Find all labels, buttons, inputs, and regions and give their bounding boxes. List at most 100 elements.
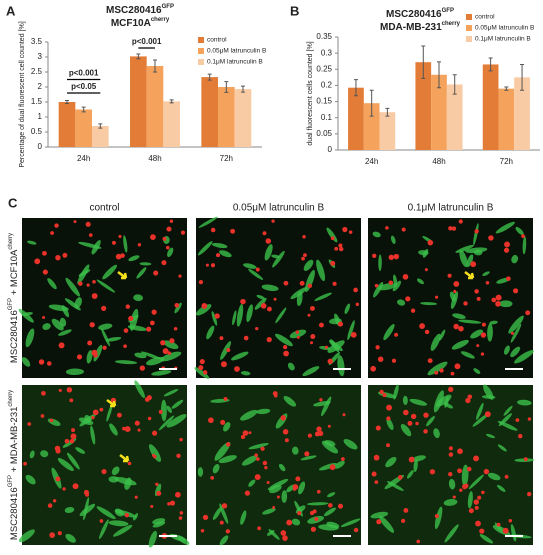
red-cell: [483, 468, 490, 475]
red-cell: [173, 327, 178, 331]
red-cell: [146, 395, 152, 401]
red-cell: [92, 280, 96, 284]
y-tick-label: 3.5: [31, 37, 43, 46]
red-cell: [220, 361, 227, 368]
green-cell: [433, 428, 440, 439]
legend-label: 0.1μM latrunculin B: [207, 59, 263, 66]
bar: [234, 89, 252, 147]
green-cell: [400, 424, 412, 437]
green-cell: [482, 271, 490, 277]
red-cell: [199, 358, 205, 365]
annotation: p<0.001: [69, 69, 99, 78]
green-cell: [476, 402, 484, 420]
red-cell: [371, 471, 377, 477]
red-cell: [151, 453, 156, 457]
red-cell: [223, 396, 228, 401]
green-cell: [343, 439, 358, 450]
green-cell: [197, 241, 213, 256]
y-axis-label: dual fluorescent cells counted [%]: [307, 41, 314, 145]
red-cell: [54, 223, 59, 228]
title-text: MSC280416: [106, 5, 162, 16]
green-cell: [459, 250, 468, 268]
bar: [431, 74, 447, 150]
green-cell: [452, 313, 466, 319]
red-cell: [262, 460, 268, 466]
red-cell: [58, 342, 65, 349]
red-cell: [299, 280, 305, 286]
red-cell: [230, 228, 236, 234]
red-cell: [485, 281, 490, 285]
red-cell: [462, 483, 468, 490]
scale-bar: [159, 368, 177, 370]
green-cell: [283, 396, 297, 407]
y-tick-label: 1: [38, 112, 43, 121]
green-cell: [378, 283, 397, 291]
red-cell: [149, 320, 155, 326]
red-cell: [280, 415, 286, 421]
annotation: p<0.05: [71, 82, 97, 91]
red-cell: [122, 426, 126, 431]
green-cell: [206, 325, 215, 340]
red-cell: [332, 281, 337, 286]
green-cell: [218, 455, 237, 464]
green-cell: [327, 492, 336, 498]
green-cell: [303, 259, 314, 271]
red-cell: [198, 365, 204, 371]
error-bar: [421, 45, 426, 79]
red-cell: [137, 243, 142, 247]
red-cell: [179, 511, 184, 515]
red-cell: [125, 304, 131, 309]
green-cell: [387, 481, 404, 491]
green-cell: [128, 255, 140, 262]
green-cell: [468, 474, 484, 490]
red-cell: [448, 446, 453, 451]
green-cell: [133, 294, 143, 302]
legend-swatch: [466, 25, 472, 31]
green-cell: [466, 254, 474, 268]
green-cell: [114, 508, 124, 517]
green-cell: [254, 297, 267, 310]
red-cell: [88, 233, 93, 237]
green-cell: [25, 474, 36, 485]
green-cell: [248, 443, 269, 450]
red-cell: [266, 480, 270, 485]
green-cell: [334, 460, 345, 469]
red-cell: [92, 409, 99, 416]
red-cell: [34, 258, 41, 265]
error-bar: [81, 106, 86, 113]
panel-label: A: [6, 3, 16, 18]
green-cell: [386, 418, 394, 431]
red-cell: [408, 456, 415, 463]
green-cell: [86, 350, 93, 364]
red-cell: [386, 443, 390, 448]
red-cell: [327, 358, 333, 364]
error-bar: [169, 99, 174, 104]
red-cell: [169, 500, 176, 506]
red-cell: [375, 345, 380, 350]
green-cell: [444, 396, 449, 408]
column-header: control: [89, 203, 119, 214]
bar: [514, 77, 530, 150]
green-cell: [99, 519, 109, 539]
error-bar: [504, 86, 509, 91]
red-cell: [295, 330, 300, 334]
red-cell: [314, 431, 320, 437]
y-tick-label: 0.2: [321, 81, 333, 90]
scale-bar: [333, 535, 351, 537]
red-cell: [283, 280, 289, 286]
red-cell: [393, 253, 400, 260]
green-cell: [129, 308, 139, 331]
red-cell: [167, 351, 172, 355]
title-sup: GFP: [442, 8, 454, 14]
red-cell: [376, 519, 382, 525]
red-cell: [70, 433, 77, 440]
red-cell: [255, 457, 260, 461]
green-cell: [430, 333, 441, 351]
red-cell: [330, 260, 336, 266]
red-cell: [504, 474, 509, 479]
green-cell: [48, 304, 69, 312]
red-cell: [448, 226, 453, 231]
red-cell: [310, 341, 314, 345]
red-cell: [137, 428, 141, 432]
red-cell: [55, 476, 61, 482]
